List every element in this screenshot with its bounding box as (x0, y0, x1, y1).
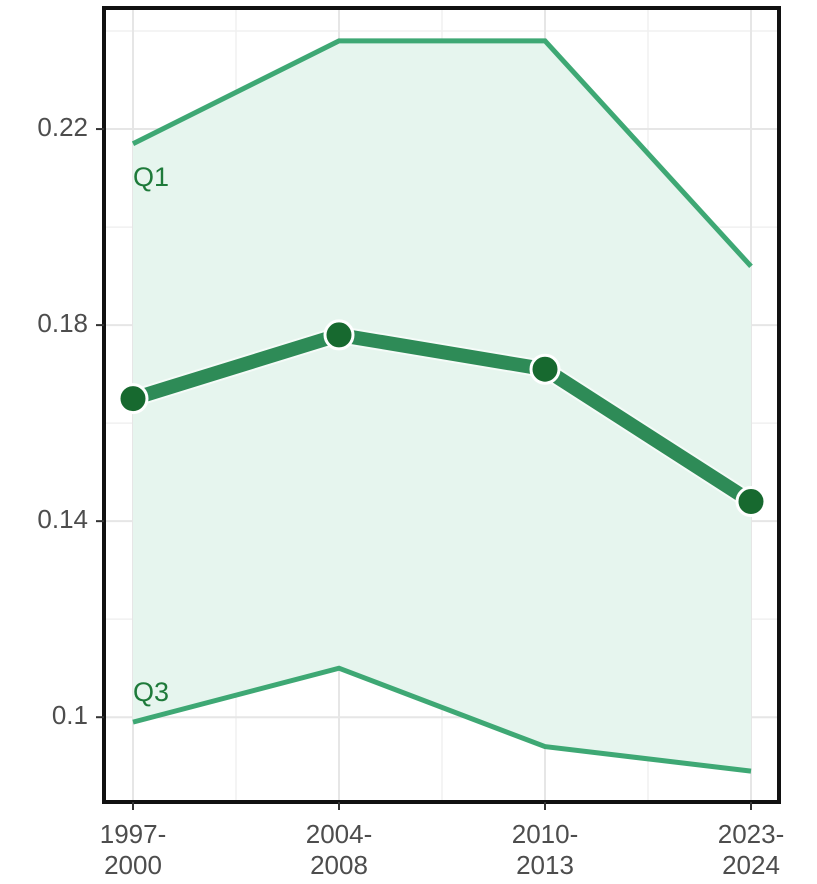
x-tick-label: 2004-2008 (306, 819, 373, 880)
plot-frame (102, 6, 781, 804)
point (735, 486, 767, 518)
y-tick-label: 0.18 (37, 308, 88, 338)
y-tick-label: 0.14 (37, 504, 88, 534)
band (133, 40, 751, 772)
x-tick-label: 2010-2013 (512, 819, 579, 880)
y-tick-label: 0.1 (52, 700, 88, 730)
series-label: Q3 (133, 677, 169, 707)
point (529, 353, 561, 385)
x-tick-label: 1997-2000 (100, 819, 167, 880)
quartile-line (132, 665, 752, 774)
median-line (130, 327, 755, 508)
point (323, 319, 355, 351)
x-tick-label: 2023-2024 (718, 819, 785, 880)
y-tick-label: 0.22 (37, 112, 88, 142)
quartile-line (131, 38, 753, 268)
series-label: Q1 (133, 162, 169, 192)
point (117, 383, 149, 415)
